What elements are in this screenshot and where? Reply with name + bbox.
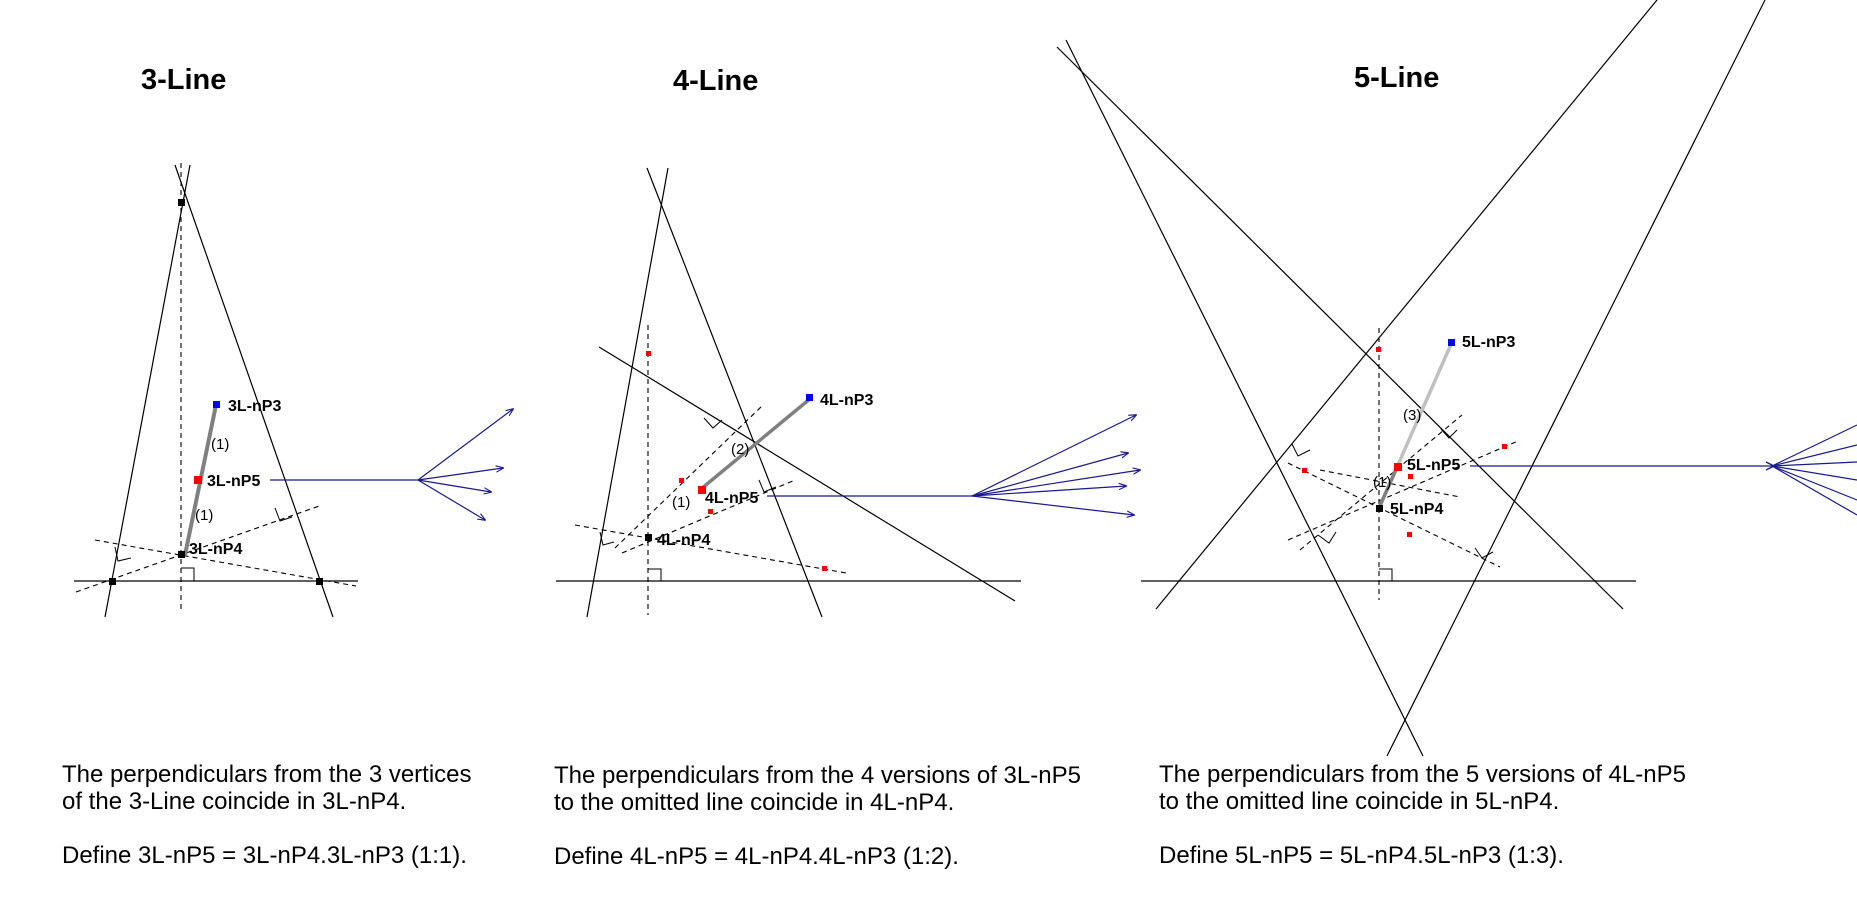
arrow-4-3 [971, 470, 1140, 497]
arrow-5-3 [1771, 461, 1857, 467]
panel-3-line-diagram: 3L-nP3 3L-nP5 3L-nP4 (1) (1) [74, 163, 513, 618]
label-3L-nP4: 3L-nP4 [189, 541, 242, 558]
panel-4-title: 4-Line [673, 65, 759, 97]
perpendicular-3 [1287, 440, 1519, 541]
line-d [598, 346, 1016, 602]
caption-line: Define 5L-nP5 = 5L-nP4.5L-nP3 (1:3). [1159, 842, 1564, 869]
label-4L-nP3: 4L-nP3 [820, 392, 873, 409]
perpendicular-2 [574, 524, 847, 574]
caption-spacer [1159, 815, 1686, 842]
arrow-5-6 [1771, 465, 1857, 516]
arrow-3-2 [417, 468, 503, 481]
line-a [1065, 39, 1424, 757]
perpendicular-4 [1299, 414, 1463, 551]
caption-spacer [554, 816, 1081, 843]
caption-line: to the omitted line coincide in 5L-nP4. [1159, 788, 1560, 815]
line-a [104, 164, 191, 618]
perpendicular-2 [1287, 462, 1501, 568]
panel-5-line-diagram: 5L-nP3 5L-nP5 5L-nP4 (3) (1) [1056, 0, 1857, 757]
line-b [174, 164, 334, 618]
perpendicular-3 [94, 539, 357, 587]
panel-4-caption: The perpendiculars from the 4 versions o… [554, 762, 1081, 870]
point-5L-nP5 [1394, 463, 1402, 471]
arrow-5-2 [1771, 444, 1857, 467]
vertex-left [109, 578, 116, 585]
point-5L-nP4 [1376, 505, 1383, 512]
panel-3-title: 3-Line [141, 64, 227, 96]
ratio-5-bottom: (1) [1373, 474, 1391, 491]
point-4L-nP3 [806, 394, 813, 401]
arrow-5-4 [1771, 465, 1857, 481]
arrow-4-4 [971, 486, 1126, 497]
label-5L-nP3: 5L-nP3 [1462, 334, 1515, 351]
caption-line: to the omitted line coincide in 4L-nP4. [554, 789, 955, 816]
ratio-3-top: (1) [211, 436, 229, 453]
label-3L-nP3: 3L-nP3 [228, 398, 281, 415]
arrow-4-5 [971, 495, 1134, 515]
label-4L-nP5: 4L-nP5 [705, 490, 758, 507]
point-3L-nP3 [213, 401, 220, 408]
line-a [586, 167, 669, 618]
perpendicular-5 [1319, 469, 1461, 498]
arrow-3-3 [417, 479, 491, 492]
point-3L-nP5 [194, 476, 202, 484]
line-d [1386, 0, 1766, 757]
vertex-top [178, 199, 185, 206]
arrow-4-2 [971, 453, 1128, 497]
caption-line: Define 4L-nP5 = 4L-nP4.4L-nP3 (1:2). [554, 843, 959, 870]
arrow-4-1 [971, 415, 1136, 497]
line-b [646, 167, 823, 618]
arrow-5-5 [1771, 465, 1857, 501]
panel-3-caption: The perpendiculars from the 3 vertices o… [62, 761, 472, 869]
vertex-right [316, 578, 323, 585]
arrow-3-4 [417, 479, 485, 520]
perpendicular-3 [614, 404, 764, 549]
label-4L-nP4: 4L-nP4 [657, 532, 710, 549]
arrow-5-1 [1771, 424, 1857, 467]
point-4L-nP4 [645, 534, 652, 541]
caption-line: The perpendiculars from the 5 versions o… [1159, 761, 1686, 788]
perpendicular-2 [75, 504, 323, 593]
ratio-4-top: (2) [731, 441, 749, 458]
caption-line: The perpendiculars from the 4 versions o… [554, 762, 1081, 789]
label-5L-nP4: 5L-nP4 [1390, 501, 1443, 518]
line-c [1155, 0, 1658, 610]
label-3L-nP5: 3L-nP5 [207, 473, 260, 490]
ratio-4-bottom: (1) [672, 494, 690, 511]
caption-spacer [62, 815, 472, 842]
line-b [1056, 46, 1624, 610]
point-5L-nP3 [1448, 339, 1455, 346]
ratio-5-top: (3) [1403, 407, 1421, 424]
caption-line: of the 3-Line coincide in 3L-nP4. [62, 788, 407, 815]
ratio-3-bottom: (1) [195, 507, 213, 524]
point-4L-nP5 [698, 486, 706, 494]
panel-5-caption: The perpendiculars from the 5 versions o… [1159, 761, 1686, 869]
caption-line: The perpendiculars from the 3 vertices [62, 761, 472, 788]
panel-4-line-diagram: 4L-nP3 4L-nP5 4L-nP4 (2) (1) [556, 167, 1140, 618]
point-3L-nP4 [178, 551, 185, 558]
panel-5-title: 5-Line [1354, 62, 1440, 94]
arrow-3-1 [417, 409, 513, 481]
label-5L-nP5: 5L-nP5 [1407, 457, 1460, 474]
caption-line: Define 3L-nP5 = 3L-nP4.3L-nP3 (1:1). [62, 842, 467, 869]
